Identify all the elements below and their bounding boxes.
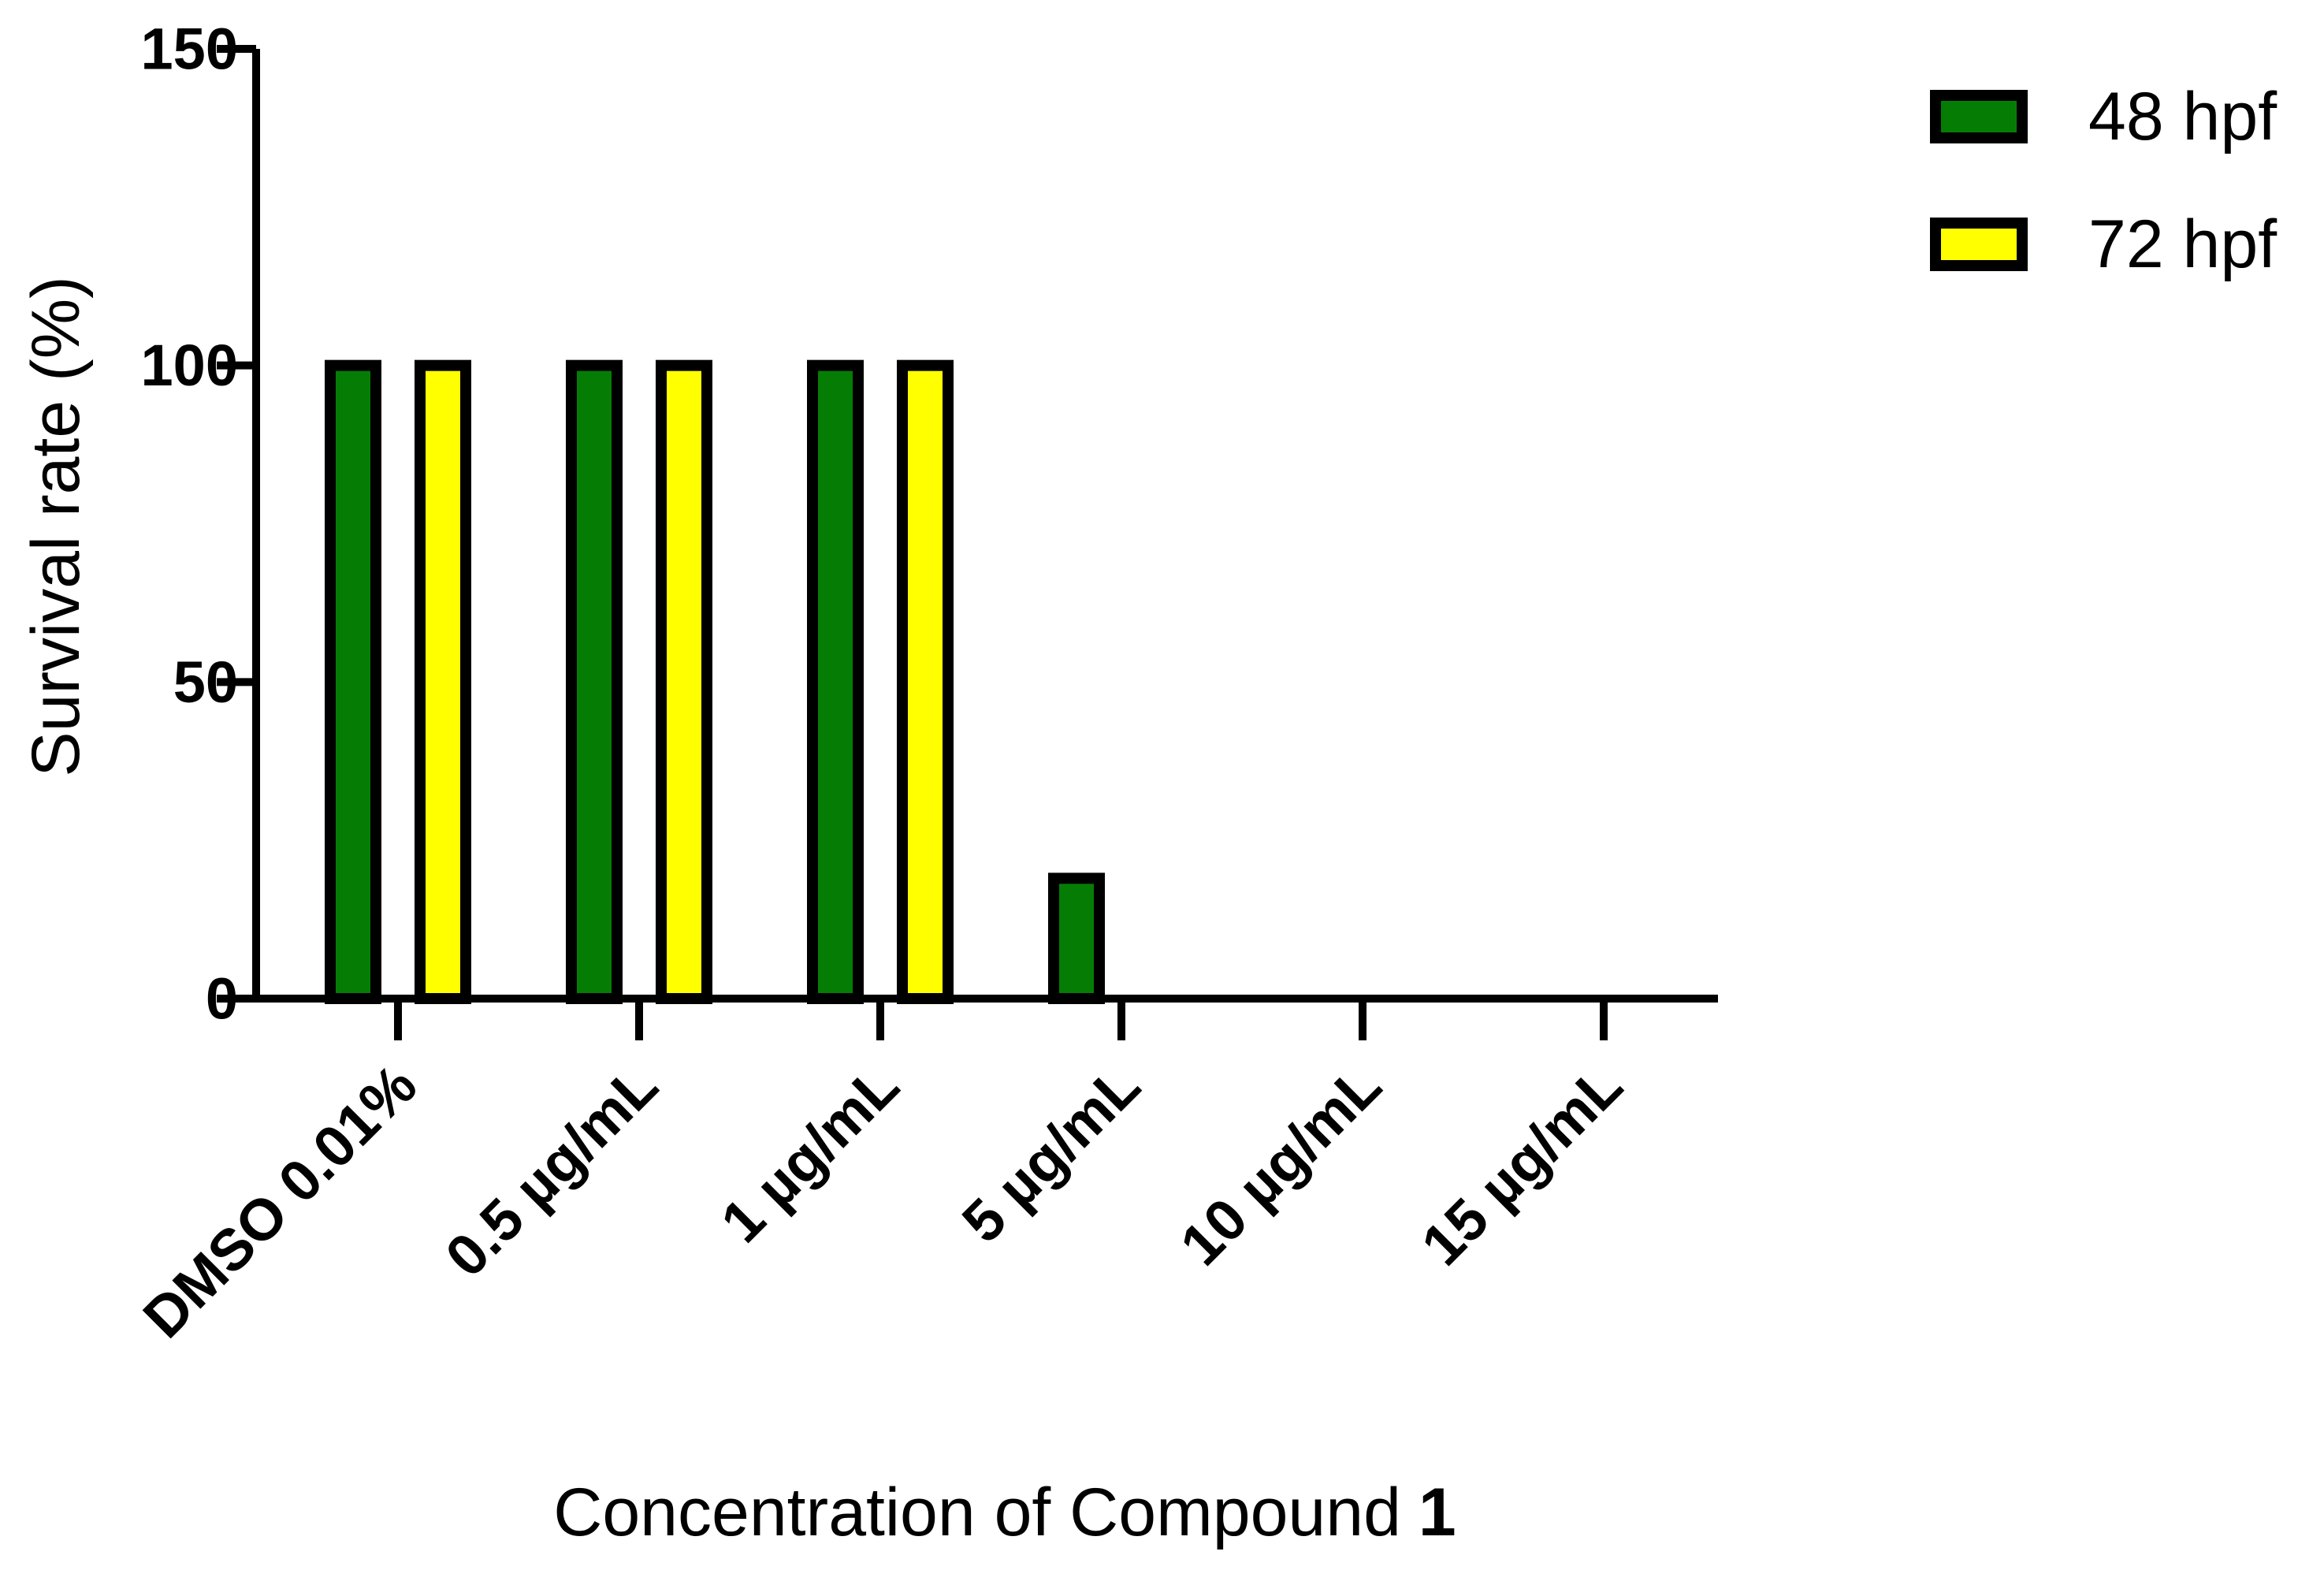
- bar: [566, 359, 623, 1004]
- bars-group: [325, 359, 1105, 1005]
- x-axis-title-text: Concentration of Compound: [553, 1475, 1401, 1550]
- x-tick-label: 15 µg/mL: [1409, 1052, 1635, 1278]
- legend: 48 hpf 72 hpf: [1930, 79, 2278, 282]
- x-tick-label: DMSO 0.01%: [131, 1052, 429, 1351]
- bar: [897, 359, 954, 1004]
- bar: [415, 359, 471, 1004]
- bar: [807, 359, 864, 1004]
- bar: [656, 359, 712, 1004]
- y-tick-label: 50: [173, 649, 238, 715]
- legend-swatch: [1930, 218, 2028, 271]
- bar: [1048, 872, 1105, 1005]
- x-tick-label: 0.5 µg/mL: [433, 1052, 670, 1289]
- y-axis-title: Survival rate (%): [18, 276, 94, 777]
- y-tick-label: 150: [141, 17, 238, 82]
- legend-swatch: [1930, 90, 2028, 143]
- bar: [325, 359, 381, 1004]
- x-tick-label: 5 µg/mL: [950, 1052, 1152, 1255]
- x-axis-title: Concentration of Compound 1: [553, 1475, 1456, 1550]
- legend-label: 48 hpf: [2088, 79, 2278, 154]
- y-tick-label: 100: [141, 333, 238, 398]
- x-axis-title-bold: 1: [1419, 1475, 1456, 1550]
- x-ticks-group: DMSO 0.01% 0.5 µg/mL 1 µg/mL 5 µg/mL 10 µg/m…: [131, 999, 1635, 1351]
- x-tick-label: 10 µg/mL: [1168, 1052, 1394, 1278]
- y-ticks-group: 0 50 100 150: [141, 17, 256, 1032]
- x-tick-label: 1 µg/mL: [708, 1052, 911, 1255]
- legend-label: 72 hpf: [2088, 206, 2278, 282]
- y-tick-label: 0: [206, 966, 238, 1032]
